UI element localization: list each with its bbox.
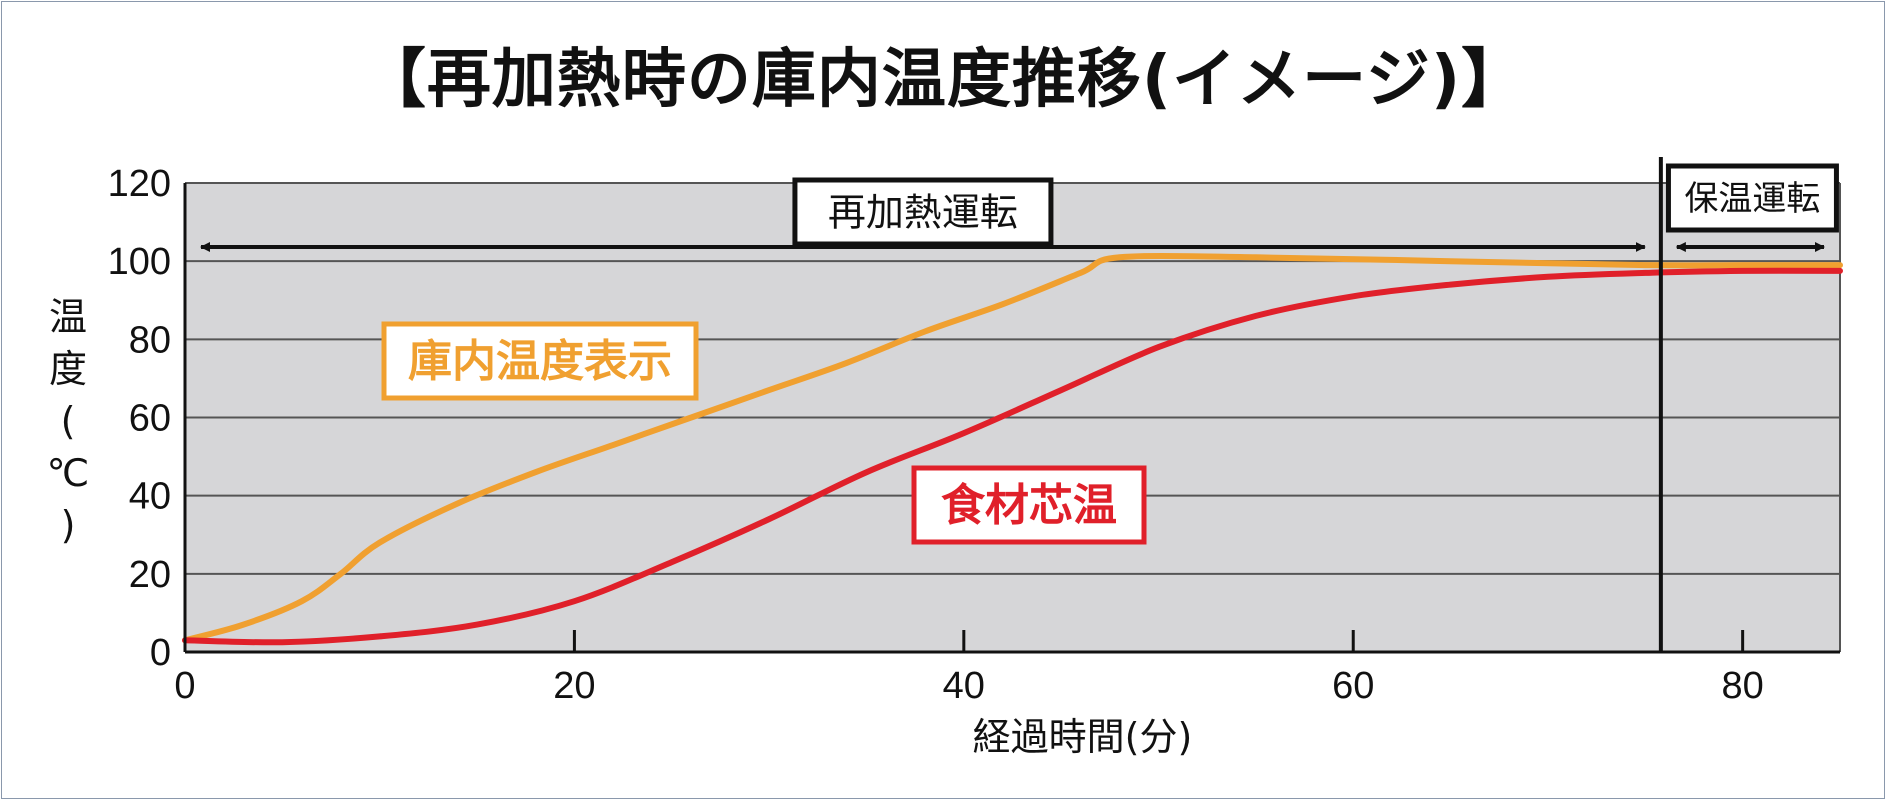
axis-titles: 経過時間(分) 温度(℃) bbox=[47, 295, 1193, 759]
region-label-reheat-box bbox=[792, 177, 1054, 247]
series-label-chamber-temp: 庫内温度表示 bbox=[408, 336, 672, 387]
y-tick-label: 40 bbox=[129, 476, 171, 518]
y-tick-label: 60 bbox=[129, 398, 171, 440]
x-tick-label: 20 bbox=[553, 665, 595, 707]
x-tick-label: 60 bbox=[1332, 665, 1374, 707]
y-tick-label: 100 bbox=[108, 241, 171, 283]
series-line-chamber-temp bbox=[182, 252, 1843, 644]
data-series bbox=[182, 252, 1843, 646]
x-axis-ticks bbox=[572, 630, 1745, 652]
region-label-keepwarm-box bbox=[1665, 163, 1839, 233]
x-tick-label: 0 bbox=[174, 665, 195, 707]
tick-labels: 0 20 40 60 80 100 120 0 20 40 60 80 bbox=[108, 163, 1764, 707]
y-tick-label: 120 bbox=[108, 163, 171, 205]
series-line-food-core-temp bbox=[182, 267, 1843, 646]
region-label-reheat: 再加熱運転 bbox=[828, 191, 1018, 235]
x-tick-label: 80 bbox=[1722, 665, 1764, 707]
axes bbox=[183, 183, 1840, 654]
series-label-food-core-temp: 食材芯温 bbox=[941, 480, 1117, 531]
series-label-food-core-temp-box bbox=[911, 465, 1147, 545]
y-tick-label: 80 bbox=[129, 319, 171, 361]
y-tick-label: 0 bbox=[150, 632, 171, 674]
y-tick-label: 20 bbox=[129, 554, 171, 596]
y-axis-title: 温度(℃) bbox=[47, 295, 90, 547]
series-label-chamber-temp-box bbox=[381, 321, 699, 401]
chart-title: 【再加熱時の庫内温度推移(イメージ)】 bbox=[361, 43, 1527, 117]
x-tick-label: 40 bbox=[943, 665, 985, 707]
mode-regions: 再加熱運転 保温運転 bbox=[200, 157, 1839, 652]
x-axis-title: 経過時間(分) bbox=[973, 715, 1193, 759]
region-label-keepwarm: 保温運転 bbox=[1684, 179, 1820, 219]
